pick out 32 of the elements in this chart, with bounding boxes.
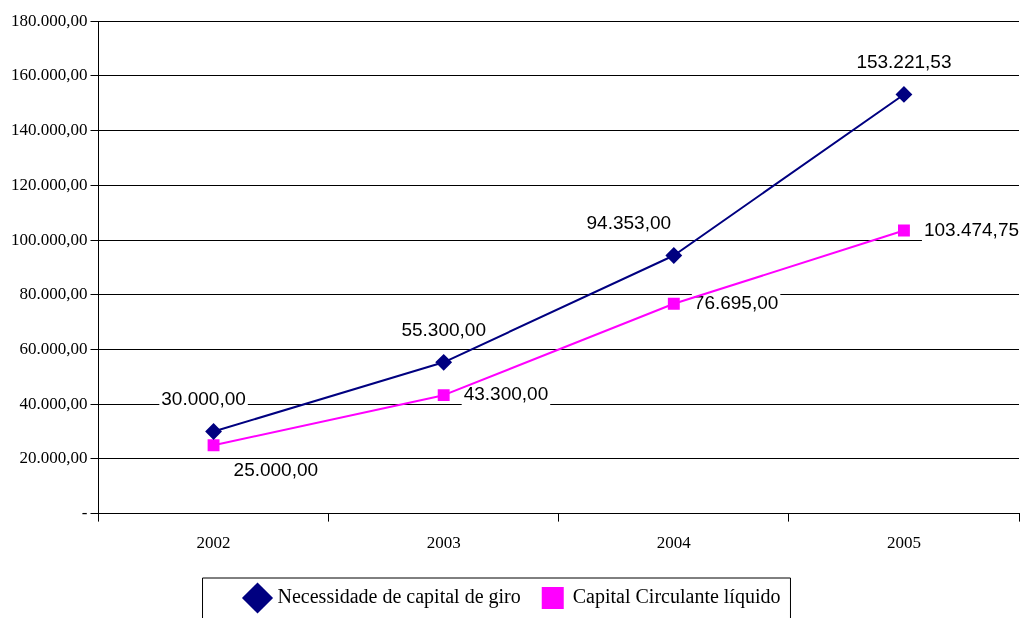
legend-label: Necessidade de capital de giro [277,585,521,609]
x-tick-label: 2002 [196,533,231,553]
data-label: 103.474,75 [923,218,1020,240]
point [895,86,912,103]
point [437,389,450,402]
y-tick-label: 160.000,00 [11,65,88,85]
y-tick-label: 180.000,00 [11,10,88,30]
data-label: 76.695,00 [693,292,779,314]
data-label: 43.300,00 [463,383,549,405]
x-tick-label: 2003 [426,533,461,553]
point [667,297,680,310]
y-tick-label: 40.000,00 [19,393,88,413]
y-tick-label: 120.000,00 [11,174,88,194]
y-tick-label: 60.000,00 [19,338,88,358]
point [205,423,222,440]
y-tick-label: 140.000,00 [11,120,88,140]
point [207,439,220,452]
point [897,224,910,237]
data-label: 30.000,00 [161,387,246,409]
y-tick-label: - [81,503,88,523]
data-label: 55.300,00 [401,318,486,340]
data-label: 25.000,00 [233,459,319,481]
point [665,247,682,264]
y-tick-label: 80.000,00 [19,284,88,304]
y-tick-label: 100.000,00 [11,229,88,249]
data-label: 153.221,53 [856,50,952,72]
x-tick-label: 2004 [656,533,692,553]
point [435,354,452,371]
data-label: 94.353,00 [586,211,672,233]
x-tick-label: 2005 [886,533,921,553]
legend-label: Capital Circulante líquido [572,585,781,609]
y-tick-label: 20.000,00 [19,448,88,468]
